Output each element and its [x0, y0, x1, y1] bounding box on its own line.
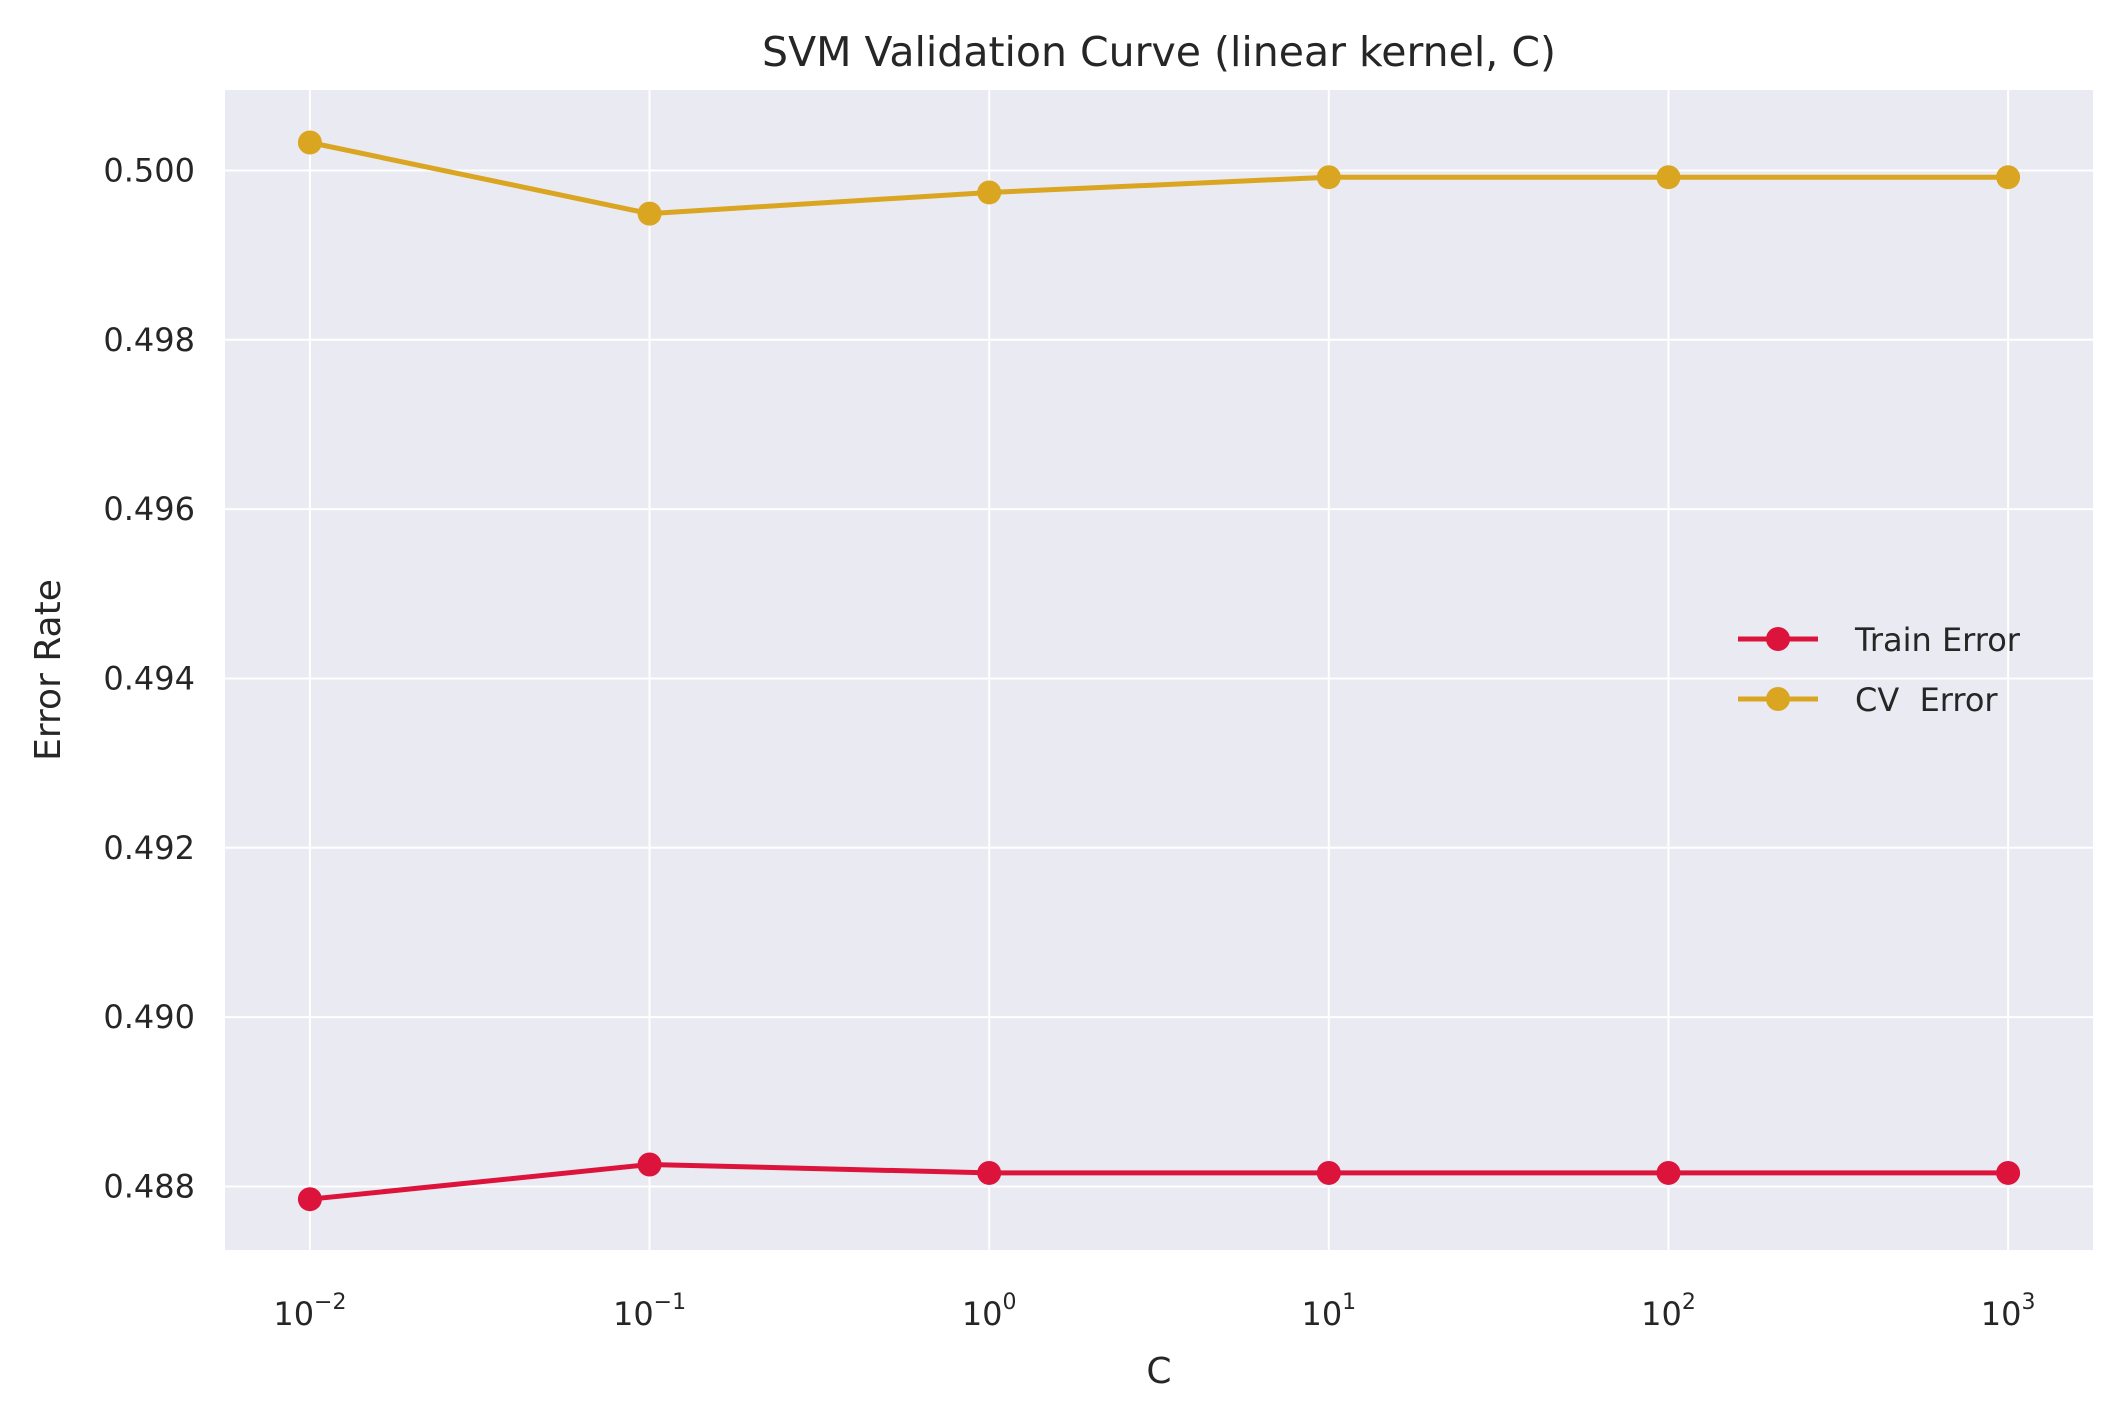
y-tick-label-5: 0.498: [103, 321, 195, 359]
y-tick-label-1: 0.490: [103, 998, 195, 1036]
cv-error-point-2: [977, 180, 1002, 205]
train-error-point-3: [1316, 1160, 1341, 1185]
y-tick-label-4: 0.496: [103, 490, 195, 528]
x-tick-labels: 10−2 10−1 100 101 102 103: [273, 1290, 2035, 1333]
grid: [225, 90, 2093, 1250]
x-tick-label-3: 101: [1301, 1290, 1356, 1333]
cv-error-line: [309, 140, 2009, 217]
train-error-point-5: [1996, 1160, 2021, 1185]
x-tick-label-1: 10−1: [613, 1290, 686, 1333]
legend-train-error-label: Train Error: [1854, 621, 2021, 659]
train-error-point-0: [297, 1187, 322, 1212]
chart-title: SVM Validation Curve (linear kernel, C): [762, 28, 1556, 76]
cv-error-point-5: [1996, 165, 2021, 190]
train-error-point-1: [637, 1152, 662, 1177]
x-tick-label-4: 102: [1641, 1290, 1696, 1333]
y-axis-label: Error Rate: [28, 579, 69, 761]
y-tick-label-2: 0.492: [103, 829, 195, 867]
cv-error-point-4: [1656, 165, 1681, 190]
x-axis-label: C: [1146, 1351, 1171, 1392]
x-tick-label-5: 103: [1981, 1290, 2036, 1333]
y-tick-label-6: 0.500: [103, 151, 195, 189]
x-tick-label-0: 10−2: [273, 1290, 346, 1333]
train-error-point-2: [977, 1160, 1002, 1185]
y-tick-labels: 0.488 0.490 0.492 0.494 0.496 0.498 0.500: [103, 151, 195, 1205]
series-layer: [297, 130, 2021, 1212]
legend-train-error-marker: [1766, 627, 1790, 651]
y-tick-label-3: 0.494: [103, 659, 195, 697]
legend: Train Error CV Error: [1738, 621, 2021, 719]
legend-cv-error-marker: [1766, 687, 1790, 711]
x-tick-label-2: 100: [962, 1290, 1017, 1333]
cv-error-point-3: [1316, 165, 1341, 190]
cv-error-point-1: [637, 201, 662, 226]
y-tick-label-0: 0.488: [103, 1167, 195, 1205]
plot-area: [225, 90, 2093, 1250]
train-error-point-4: [1656, 1160, 1681, 1185]
cv-error-point-0: [297, 130, 322, 155]
train-error-line: [309, 1162, 2009, 1202]
legend-cv-error-label: CV Error: [1855, 681, 1998, 719]
